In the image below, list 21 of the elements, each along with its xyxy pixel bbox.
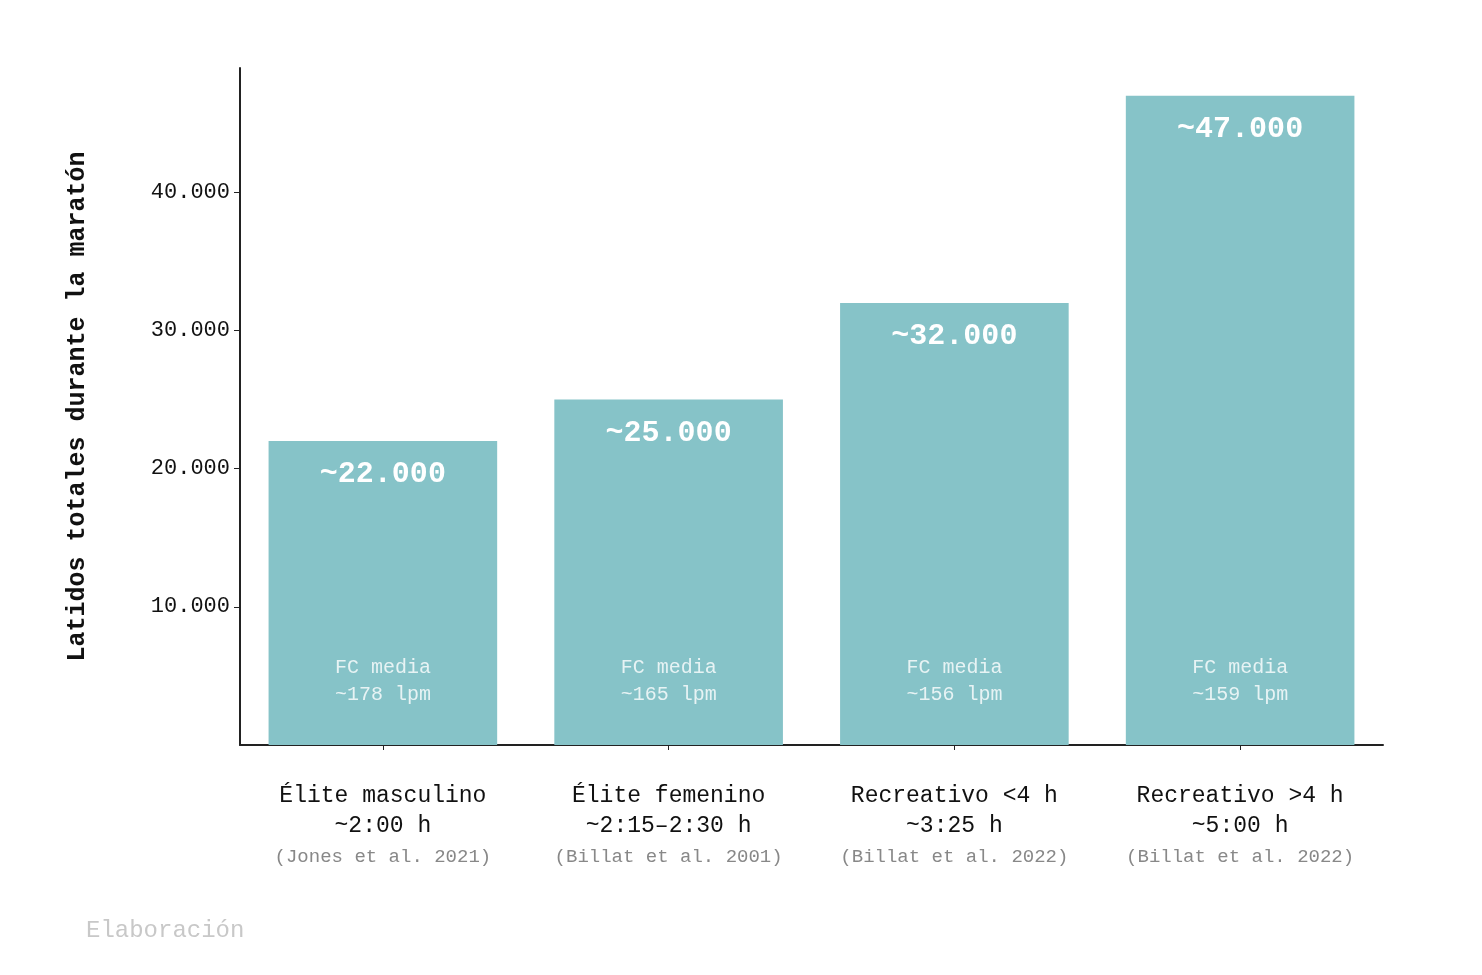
data-label: ~47.000 [1177,111,1304,146]
annotation: FC media ~165 lpm [620,655,717,706]
y-axis-title: Latidos totales durante la maratón [63,151,92,662]
x-tick-label: Recreativo <4 h ~3:25 h (Billat et al. 2022) [840,783,1069,868]
y-tick-label: 20.000 [150,456,230,482]
x-tick-label: Élite femenino ~2:15–2:30 h (Billat et al. 2001) [554,782,783,868]
data-label: ~22.000 [319,457,446,492]
x-tick-label: Recreativo >4 h ~5:00 h (Billat et al. 2022) [1126,783,1355,868]
y-tick-label: 40.000 [150,179,230,205]
bar [1125,95,1355,745]
bar [268,441,498,745]
bar [840,302,1069,745]
y-tick-label: 30.000 [150,318,230,344]
y-tick-label: 10.000 [150,594,230,620]
data-label: ~25.000 [605,415,732,450]
x-tick-label: Élite masculino ~2:00 h (Jones et al. 2021) [274,782,492,868]
annotation: FC media ~178 lpm [334,655,431,706]
annotation: FC media ~159 lpm [1192,655,1289,706]
annotation: FC media ~156 lpm [906,655,1003,706]
data-label: ~32.000 [891,318,1018,353]
bar [554,399,783,745]
